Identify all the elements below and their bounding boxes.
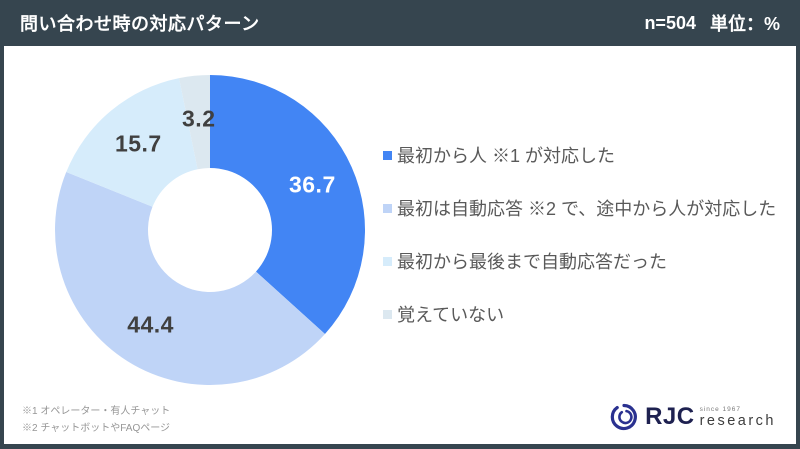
legend-label: 最初は自動応答 ※2 で、途中から人が対応した xyxy=(397,199,777,219)
slice-value-label-3: 3.2 xyxy=(182,105,216,132)
legend-item-3: 覚えていない xyxy=(383,300,776,328)
slice-value-label-2: 15.7 xyxy=(114,130,162,157)
logo-tagline: since 1967 xyxy=(699,406,742,414)
logo-text-sub: research xyxy=(699,412,776,429)
donut-segment-3 xyxy=(179,75,210,170)
donut-chart xyxy=(55,75,366,385)
legend-color-swatch xyxy=(383,310,392,319)
rjc-logo-icon xyxy=(610,403,637,431)
sample-size-label: n=504 xyxy=(644,12,696,33)
legend-color-swatch xyxy=(383,151,392,160)
logo-text-main: RJC xyxy=(645,403,695,430)
legend-label: 最初から最後まで自動応答だった xyxy=(397,252,667,272)
slice-value-label-0: 36.7 xyxy=(288,171,336,198)
rjc-research-logo: RJC since 1967 research xyxy=(610,402,776,432)
header-stats: n=504 単位：% xyxy=(644,10,780,36)
header-bar: 問い合わせ時の対応パターン n=504 単位：% xyxy=(0,0,800,46)
legend-item-1: 最初は自動応答 ※2 で、途中から人が対応した xyxy=(383,194,776,222)
legend-color-swatch xyxy=(383,257,392,266)
page-title: 問い合わせ時の対応パターン xyxy=(20,14,260,34)
footnotes: ※1 オペレーター・有人チャット ※2 チャットボットやFAQページ xyxy=(22,403,170,437)
slice-value-label-1: 44.4 xyxy=(127,311,174,338)
legend-item-0: 最初から人 ※1 が対応した xyxy=(383,141,776,169)
unit-label: 単位：% xyxy=(709,14,780,34)
chart-area: 36.7 44.4 15.7 3.2 最初から人 ※1 が対応した最初は自動応答 ※2… xyxy=(4,46,796,444)
donut-segment-1 xyxy=(55,172,325,385)
legend-label: 最初から人 ※1 が対応した xyxy=(397,146,616,166)
legend-color-swatch xyxy=(383,204,392,213)
chart-legend: 最初から人 ※1 が対応した最初は自動応答 ※2 で、途中から人が対応した 最初か… xyxy=(383,141,776,328)
legend-item-2: 最初から最後まで自動応答だった xyxy=(383,247,776,275)
footnote-2: ※2 チャットボットやFAQページ xyxy=(22,423,171,434)
legend-label: 覚えていない xyxy=(397,305,505,325)
logo-text-stack: since 1967 research xyxy=(700,406,776,430)
footnote-1: ※1 オペレーター・有人チャット xyxy=(22,406,171,417)
donut-segment-0 xyxy=(210,75,366,334)
donut-segment-2 xyxy=(66,78,198,207)
